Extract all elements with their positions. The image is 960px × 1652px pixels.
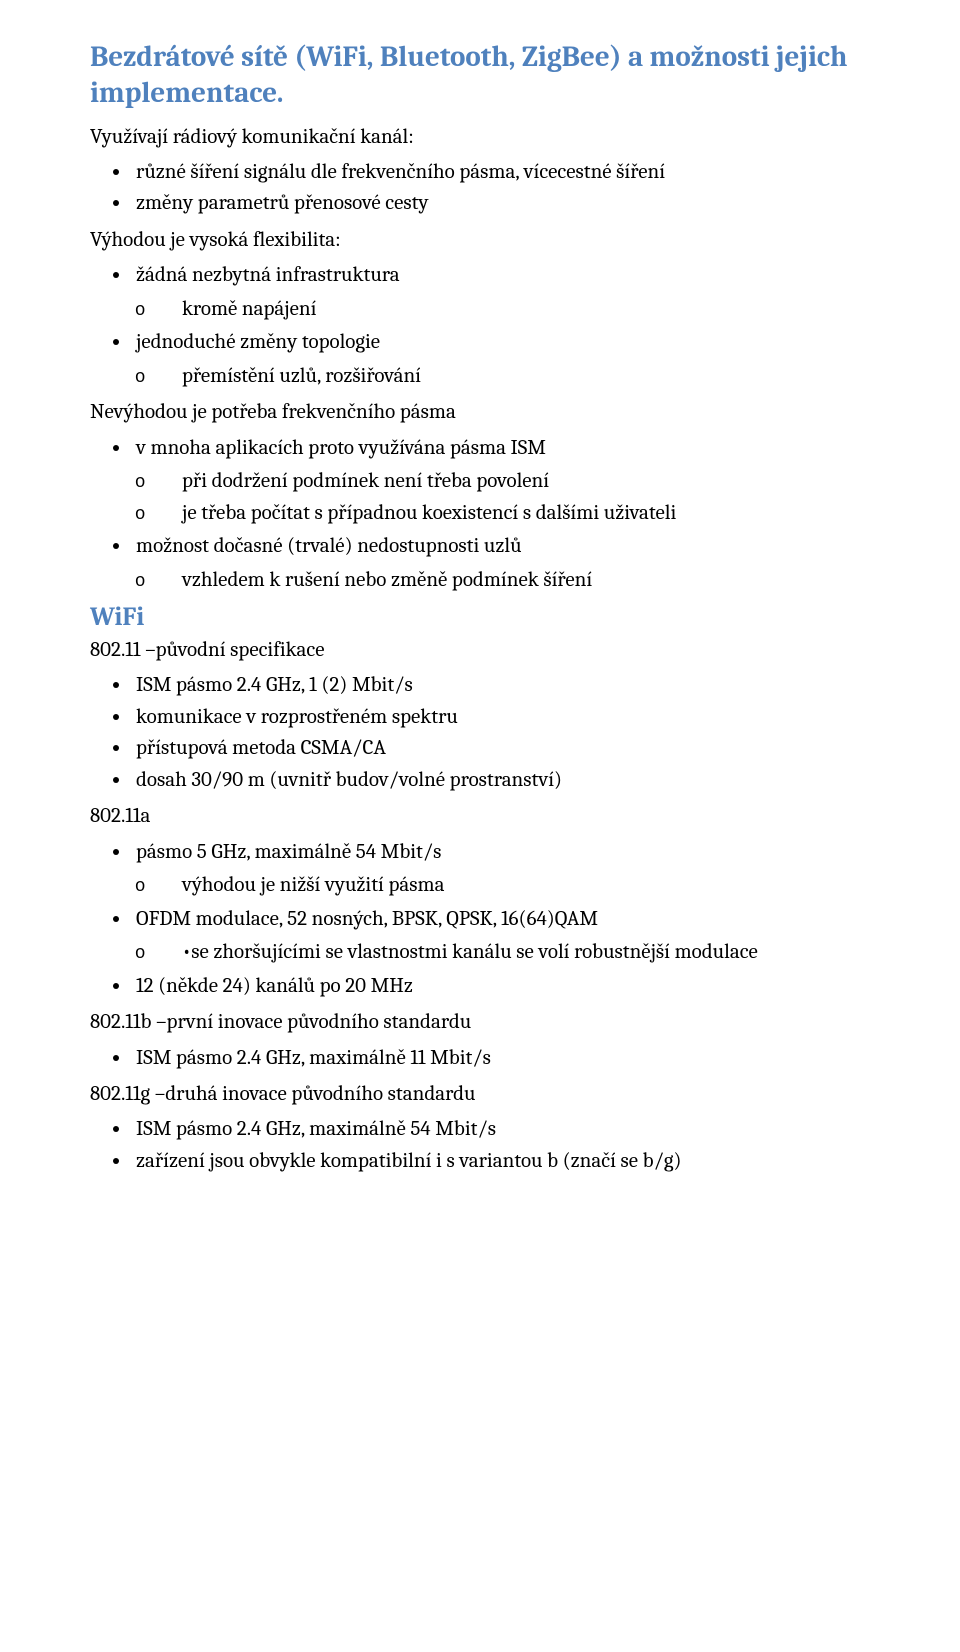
list-item: vzhledem k rušení nebo změně podmínek ší… [178,565,870,597]
list-item: při dodržení podmínek není třeba povolen… [178,466,870,498]
sub-list: při dodržení podmínek není třeba povolen… [136,466,870,529]
sub-list: přemístění uzlů, rozšiřování [136,361,870,393]
list-item-label: OFDM modulace, 52 nosných, BPSK, QPSK, 1… [136,907,598,931]
wifi-80211-list: ISM pásmo 2.4 GHz, 1 (2) Mbit/s komunika… [90,670,870,796]
wifi-80211a-list: pásmo 5 GHz, maximálně 54 Mbit/s výhodou… [90,837,870,1003]
sub-list: výhodou je nižší využití pásma [136,870,870,902]
list-item: je třeba počítat s případnou koexistencí… [178,498,870,530]
sub-list: •se zhoršujícími se vlastnostmi kanálu s… [136,937,870,969]
list-item-label: pásmo 5 GHz, maximálně 54 Mbit/s [136,840,441,864]
wifi-80211g-heading: 802.11g –druhá inovace původního standar… [90,1080,870,1108]
list-item: ISM pásmo 2.4 GHz, maximálně 54 Mbit/s [132,1114,870,1146]
intro-list: různé šíření signálu dle frekvenčního pá… [90,157,870,220]
list-item: změny parametrů přenosové cesty [132,188,870,220]
list-item: dosah 30/90 m (uvnitř budov/volné prostr… [132,765,870,797]
list-item-label: jednoduché změny topologie [136,330,380,354]
disadvantages-list: v mnoha aplikacích proto využívána pásma… [90,433,870,597]
list-item: zařízení jsou obvykle kompatibilní i s v… [132,1146,870,1178]
list-item: komunikace v rozprostřeném spektru [132,702,870,734]
list-item: kromě napájení [178,294,870,326]
wifi-80211g-list: ISM pásmo 2.4 GHz, maximálně 54 Mbit/s z… [90,1114,870,1177]
list-item: možnost dočasné (trvalé) nedostupnosti u… [132,531,870,596]
list-item: žádná nezbytná infrastruktura kromě napá… [132,260,870,325]
list-item: ISM pásmo 2.4 GHz, maximálně 11 Mbit/s [132,1043,870,1075]
list-item: jednoduché změny topologie přemístění uz… [132,327,870,392]
advantages-heading: Výhodou je vysoká flexibilita: [90,226,870,254]
wifi-80211b-list: ISM pásmo 2.4 GHz, maximálně 11 Mbit/s [90,1043,870,1075]
wifi-heading: WiFi [90,602,870,632]
list-item: ISM pásmo 2.4 GHz, 1 (2) Mbit/s [132,670,870,702]
list-item-label: v mnoha aplikacích proto využívána pásma… [136,436,546,460]
list-item: •se zhoršujícími se vlastnostmi kanálu s… [178,937,870,969]
list-item: přístupová metoda CSMA/CA [132,733,870,765]
list-item: přemístění uzlů, rozšiřování [178,361,870,393]
wifi-80211b-heading: 802.11b –první inovace původního standar… [90,1008,870,1036]
wifi-80211a-heading: 802.11a [90,802,870,830]
list-item: různé šíření signálu dle frekvenčního pá… [132,157,870,189]
disadvantages-heading: Nevýhodou je potřeba frekvenčního pásma [90,398,870,426]
intro-paragraph: Využívají rádiový komunikační kanál: [90,123,870,151]
sub-list: kromě napájení [136,294,870,326]
list-item: pásmo 5 GHz, maximálně 54 Mbit/s výhodou… [132,837,870,902]
advantages-list: žádná nezbytná infrastruktura kromě napá… [90,260,870,392]
list-item: v mnoha aplikacích proto využívána pásma… [132,433,870,530]
list-item-label: žádná nezbytná infrastruktura [136,263,400,287]
document-page: Bezdrátové sítě (WiFi, Bluetooth, ZigBee… [0,0,960,1223]
sub-list: vzhledem k rušení nebo změně podmínek ší… [136,565,870,597]
list-item: výhodou je nižší využití pásma [178,870,870,902]
page-title: Bezdrátové sítě (WiFi, Bluetooth, ZigBee… [90,40,870,113]
list-item: OFDM modulace, 52 nosných, BPSK, QPSK, 1… [132,904,870,969]
list-item: 12 (někde 24) kanálů po 20 MHz [132,971,870,1003]
wifi-80211-heading: 802.11 –původní specifikace [90,636,870,664]
list-item-label: možnost dočasné (trvalé) nedostupnosti u… [136,534,522,558]
